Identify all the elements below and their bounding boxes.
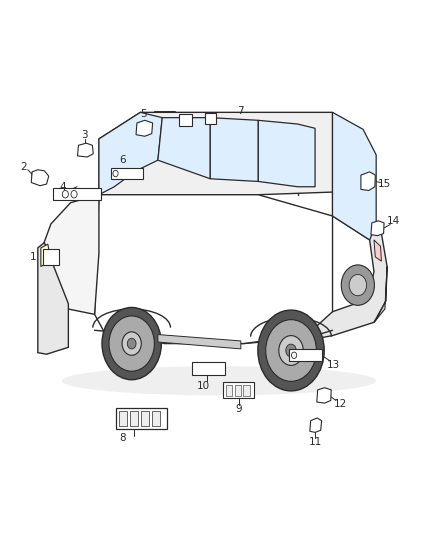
Polygon shape: [158, 335, 241, 349]
Circle shape: [349, 274, 367, 296]
Polygon shape: [41, 244, 51, 266]
Text: 4: 4: [60, 182, 66, 192]
Polygon shape: [310, 418, 321, 432]
Polygon shape: [95, 195, 332, 344]
Polygon shape: [99, 112, 332, 195]
FancyBboxPatch shape: [179, 114, 192, 126]
Polygon shape: [374, 266, 387, 322]
Circle shape: [286, 344, 296, 357]
Circle shape: [109, 316, 154, 371]
Text: 8: 8: [119, 433, 125, 443]
FancyBboxPatch shape: [289, 350, 321, 361]
FancyBboxPatch shape: [141, 411, 149, 426]
Text: 15: 15: [378, 179, 391, 189]
Circle shape: [279, 336, 303, 366]
Polygon shape: [371, 221, 384, 236]
Text: 14: 14: [387, 216, 400, 226]
FancyBboxPatch shape: [117, 408, 166, 429]
Polygon shape: [297, 192, 387, 342]
FancyBboxPatch shape: [43, 249, 59, 265]
Text: 1: 1: [30, 252, 37, 262]
Text: 10: 10: [197, 381, 210, 391]
Polygon shape: [361, 172, 375, 190]
FancyBboxPatch shape: [152, 411, 160, 426]
Circle shape: [102, 308, 161, 379]
FancyBboxPatch shape: [226, 385, 232, 395]
Circle shape: [122, 332, 141, 356]
Circle shape: [258, 310, 324, 391]
Circle shape: [341, 265, 374, 305]
Polygon shape: [317, 387, 331, 403]
Polygon shape: [38, 243, 68, 354]
Polygon shape: [99, 112, 162, 195]
Polygon shape: [136, 120, 152, 136]
Circle shape: [266, 320, 316, 381]
Ellipse shape: [62, 366, 376, 395]
FancyBboxPatch shape: [192, 362, 225, 375]
Text: 7: 7: [237, 106, 243, 116]
Text: 13: 13: [327, 360, 340, 370]
Text: 5: 5: [141, 109, 147, 119]
Polygon shape: [158, 118, 210, 179]
Text: 11: 11: [308, 437, 321, 447]
FancyBboxPatch shape: [223, 382, 254, 398]
FancyBboxPatch shape: [53, 188, 101, 200]
Polygon shape: [31, 169, 49, 185]
FancyBboxPatch shape: [131, 411, 138, 426]
Text: 3: 3: [81, 130, 88, 140]
Polygon shape: [42, 195, 99, 314]
Polygon shape: [78, 143, 93, 157]
Circle shape: [127, 338, 136, 349]
Text: 2: 2: [20, 162, 27, 172]
Polygon shape: [258, 120, 315, 187]
FancyBboxPatch shape: [235, 385, 241, 395]
Polygon shape: [332, 112, 376, 240]
Text: 9: 9: [235, 404, 242, 414]
FancyBboxPatch shape: [205, 114, 216, 124]
Polygon shape: [374, 240, 381, 261]
Text: 12: 12: [334, 399, 347, 409]
FancyBboxPatch shape: [244, 385, 250, 395]
Text: 6: 6: [119, 155, 125, 165]
Polygon shape: [210, 118, 258, 181]
FancyBboxPatch shape: [120, 411, 127, 426]
FancyBboxPatch shape: [111, 168, 144, 179]
